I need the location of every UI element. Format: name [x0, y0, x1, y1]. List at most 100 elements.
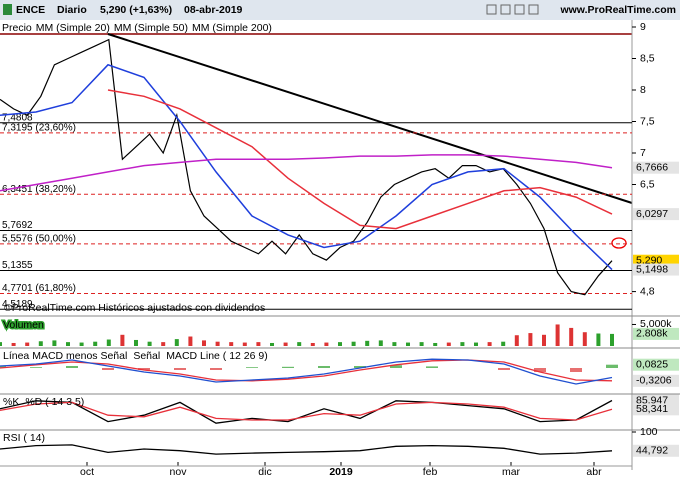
series-line — [0, 38, 613, 296]
fib-label: 4,5189 — [2, 299, 33, 310]
x-tick-label: nov — [170, 466, 188, 478]
volume-bar — [283, 342, 288, 346]
x-tick-label: mar — [502, 466, 521, 478]
volume-bar — [365, 340, 370, 346]
last-value-box — [633, 161, 679, 174]
volume-bar — [188, 336, 193, 346]
volume-bar — [569, 327, 574, 346]
last-value-box — [633, 263, 679, 276]
last-value-label: 5,290 — [636, 255, 662, 267]
fib-label: 4,7701 (61,80%) — [2, 283, 76, 294]
fib-label: 6,3451 (38,20%) — [2, 184, 76, 195]
series-line — [0, 399, 613, 424]
fib-label: 5,5576 (50,00%) — [2, 234, 76, 245]
trend-line — [107, 33, 633, 204]
volume-bar — [555, 324, 560, 346]
panel-legend: Señal — [133, 350, 160, 362]
last-value-box — [633, 444, 679, 457]
macd-hist — [318, 366, 330, 368]
volume-bar — [460, 342, 465, 346]
macd-hist — [102, 368, 114, 370]
panel-legend: MACD Line ( 12 26 9) — [166, 350, 268, 362]
y-tick-label: 7,5 — [640, 115, 655, 127]
x-tick-label: oct — [80, 466, 94, 478]
period: Diario — [57, 4, 87, 16]
volume-bar — [446, 342, 451, 346]
macd-hist — [210, 368, 222, 370]
volume-bar — [79, 342, 84, 346]
series-line — [0, 401, 613, 421]
highlight-circle — [611, 237, 627, 249]
last-value-box — [633, 327, 679, 340]
volume-bar — [147, 341, 152, 346]
volume-bar — [256, 342, 261, 346]
icon[interactable] — [514, 4, 525, 15]
last-value-label: 0,0825 — [636, 358, 668, 370]
volume-bar — [501, 341, 506, 346]
volume-bar — [161, 342, 166, 346]
y-tick-label: 5,000k — [640, 318, 672, 330]
last-value-label: 6,7666 — [636, 161, 668, 173]
volume-bar — [11, 342, 16, 346]
volume-bar — [582, 332, 587, 346]
macd-hist — [138, 368, 150, 370]
volume-bar — [351, 341, 356, 346]
panel-legend: %K — [3, 396, 19, 408]
y-tick-label: 4,8 — [640, 285, 655, 297]
y-tick-label: 7 — [640, 147, 646, 159]
last-value-box — [633, 374, 679, 387]
macd-hist — [354, 366, 366, 368]
macd-hist — [534, 368, 546, 372]
series-line — [0, 63, 613, 271]
x-tick-label: dic — [258, 466, 271, 478]
icon[interactable] — [500, 4, 511, 15]
icon[interactable] — [486, 4, 497, 15]
ticker: ENCE — [16, 4, 45, 16]
volume-bar — [378, 340, 383, 346]
panel-legend: RSI ( 14) — [3, 432, 45, 444]
last-value-label: 44,792 — [636, 445, 668, 457]
x-tick-label: feb — [423, 466, 438, 478]
fib-label: 7,3195 (23,60%) — [2, 123, 76, 134]
y-tick-label: 9 — [640, 21, 646, 33]
legend-entry: MM (Simple 200) — [192, 22, 272, 34]
last-value-label: 5,1498 — [636, 263, 668, 275]
volume-bar — [406, 342, 410, 346]
volume-bar — [596, 333, 601, 346]
macd-hist — [426, 366, 438, 368]
toolbar-icons — [486, 4, 539, 15]
macd-hist — [0, 366, 6, 368]
volume-bar — [433, 342, 438, 346]
volume-bar — [38, 341, 43, 346]
macd-hist — [606, 364, 618, 368]
volume-bar — [610, 333, 614, 346]
x-tick-label: 2019 — [329, 466, 353, 478]
legend-entry: MM (Simple 50) — [114, 22, 188, 34]
volume-bar — [338, 342, 342, 346]
series-line — [107, 89, 613, 230]
volume-bar — [66, 342, 70, 346]
macd-hist — [282, 366, 294, 368]
volume-bar — [25, 342, 30, 346]
volume-bar — [174, 339, 179, 346]
last-value-label: 6,0297 — [636, 208, 668, 220]
icon[interactable] — [528, 4, 539, 15]
volume-bar — [229, 342, 234, 346]
volume-bar — [120, 334, 125, 346]
macd-hist — [66, 366, 78, 368]
volume-bar — [106, 339, 111, 346]
fib-label: 5,7692 — [2, 220, 33, 231]
volume-bar — [528, 333, 533, 346]
panel-legend: Línea MACD menos Señal — [3, 350, 127, 362]
volume-bar — [134, 339, 138, 346]
volume-bar — [215, 341, 220, 346]
macd-hist — [30, 367, 42, 368]
fib-label: 7,4808 — [2, 112, 33, 123]
volume-bar — [542, 334, 546, 346]
last-value-label: 85,947 — [636, 394, 668, 406]
volume-bar — [324, 342, 329, 346]
legend-entry: MM (Simple 20) — [36, 22, 110, 34]
volume-bar — [487, 342, 492, 346]
volume-bar — [0, 342, 2, 346]
